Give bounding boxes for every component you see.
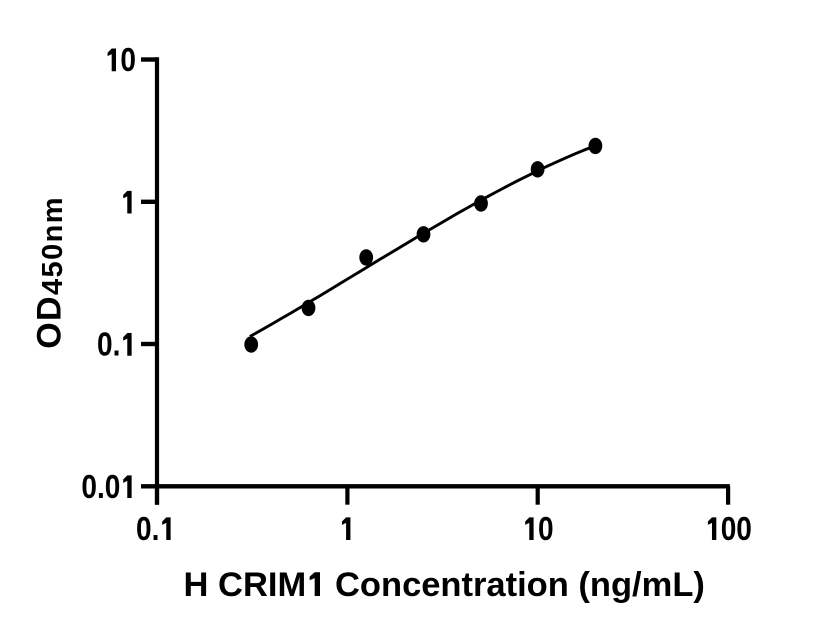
svg-text:OD450nm: OD450nm <box>31 196 70 349</box>
svg-text:Concentration (ng/mL): Concentration (ng/mL) <box>335 566 705 604</box>
svg-text:0.0: 0.0 <box>81 469 120 506</box>
svg-text:00: 00 <box>721 511 752 548</box>
svg-text:0: 0 <box>538 511 554 548</box>
svg-text:H CRIM: H CRIM <box>184 566 307 604</box>
svg-text:0.: 0. <box>136 511 159 548</box>
svg-text:0.: 0. <box>97 327 120 364</box>
svg-text:0: 0 <box>120 42 136 79</box>
